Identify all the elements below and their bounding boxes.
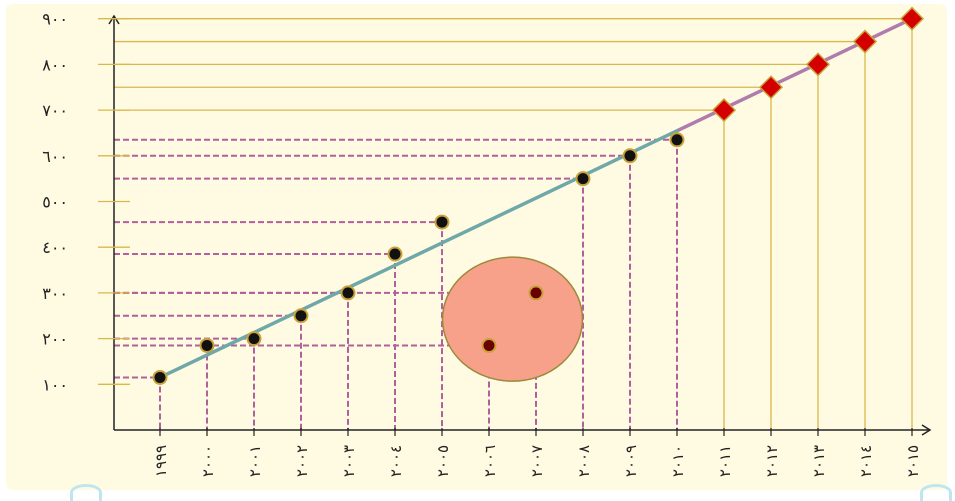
x-tick-label: ٢٠٠١: [246, 445, 264, 477]
data-point: [434, 214, 450, 230]
projected-point-diamond: [852, 29, 878, 54]
data-points: [152, 6, 925, 385]
data-point: [575, 171, 591, 187]
x-tick-label: ٢٠٠٩: [622, 445, 640, 477]
y-axis-arrow: [108, 14, 120, 25]
x-tick-label: ٢٠٠٣: [340, 445, 358, 477]
data-point: [622, 148, 638, 164]
projected-point-diamond: [711, 98, 737, 123]
highlighted-point: [481, 337, 497, 353]
y-tick-label: ٢٠٠: [42, 330, 68, 349]
y-tick-label: ٨٠٠: [42, 55, 68, 74]
chart-panel: [6, 4, 947, 490]
data-point: [293, 308, 309, 324]
trend-line: [158, 129, 679, 380]
y-tick-label: ٥٠٠: [42, 193, 68, 212]
x-tick-label: ٢٠٠٤: [387, 445, 405, 477]
x-tick-label: ٢٠١٥: [904, 445, 922, 477]
data-point: [246, 331, 262, 347]
x-axis-arrow: [921, 424, 932, 436]
x-tick-label: ٢٠٠٠: [199, 445, 217, 477]
x-tick-label: ٢٠١٢: [763, 445, 781, 477]
highlight-ellipse: [441, 256, 584, 382]
y-tick-label: ٣٠٠: [42, 284, 68, 303]
corner-decoration-right: [920, 484, 952, 501]
x-axis-ticks: ١٩٩٩ ٢٠٠٠ ٢٠٠١ ٢٠٠٢ ٢٠٠٣ ٢٠٠٤ ٢٠٠٥ ٢٠٠٦ ٢٠٠٧ ٢٠٠٨…: [152, 428, 922, 477]
y-tick-label: ٧٠٠: [42, 101, 68, 120]
highlight-region: [441, 256, 584, 382]
guide-lines: [114, 18, 913, 430]
projected-point-diamond: [899, 6, 925, 31]
projected-point-diamond: [758, 75, 784, 100]
corner-decoration-left: [70, 484, 102, 501]
y-tick-label: ٦٠٠: [42, 147, 68, 166]
x-tick-label: ٢٠٠٧: [528, 445, 546, 477]
x-tick-label: ٢٠٠٢: [293, 445, 311, 477]
x-tick-label: ٢٠١٤: [857, 445, 875, 477]
data-point: [199, 337, 215, 353]
highlighted-point: [528, 285, 544, 301]
data-point: [387, 246, 403, 262]
x-tick-label: ٢٠١٣: [810, 445, 828, 477]
data-point: [152, 369, 168, 385]
y-tick-label: ٤٠٠: [42, 238, 68, 257]
x-tick-label: ١٩٩٩: [152, 445, 170, 477]
x-tick-label: ٢٠٠٨: [575, 445, 593, 477]
x-tick-label: ٢٠٠٦: [481, 445, 499, 477]
y-tick-label: ١٠٠: [42, 375, 68, 394]
trend-line-projection: [675, 16, 914, 133]
x-tick-label: ٢٠١٠: [669, 445, 687, 477]
y-axis-ticks: ١٠٠ ٢٠٠ ٣٠٠ ٤٠٠ ٥٠٠ ٦٠٠ ٧٠٠ ٨٠٠ ٩٠٠: [42, 10, 130, 394]
data-point: [340, 285, 356, 301]
data-point: [669, 132, 685, 148]
projected-point-diamond: [805, 52, 831, 77]
y-tick-label: ٩٠٠: [42, 10, 68, 29]
x-tick-label: ٢٠١١: [716, 445, 734, 477]
axes: [108, 14, 932, 436]
x-tick-label: ٢٠٠٥: [434, 445, 452, 477]
